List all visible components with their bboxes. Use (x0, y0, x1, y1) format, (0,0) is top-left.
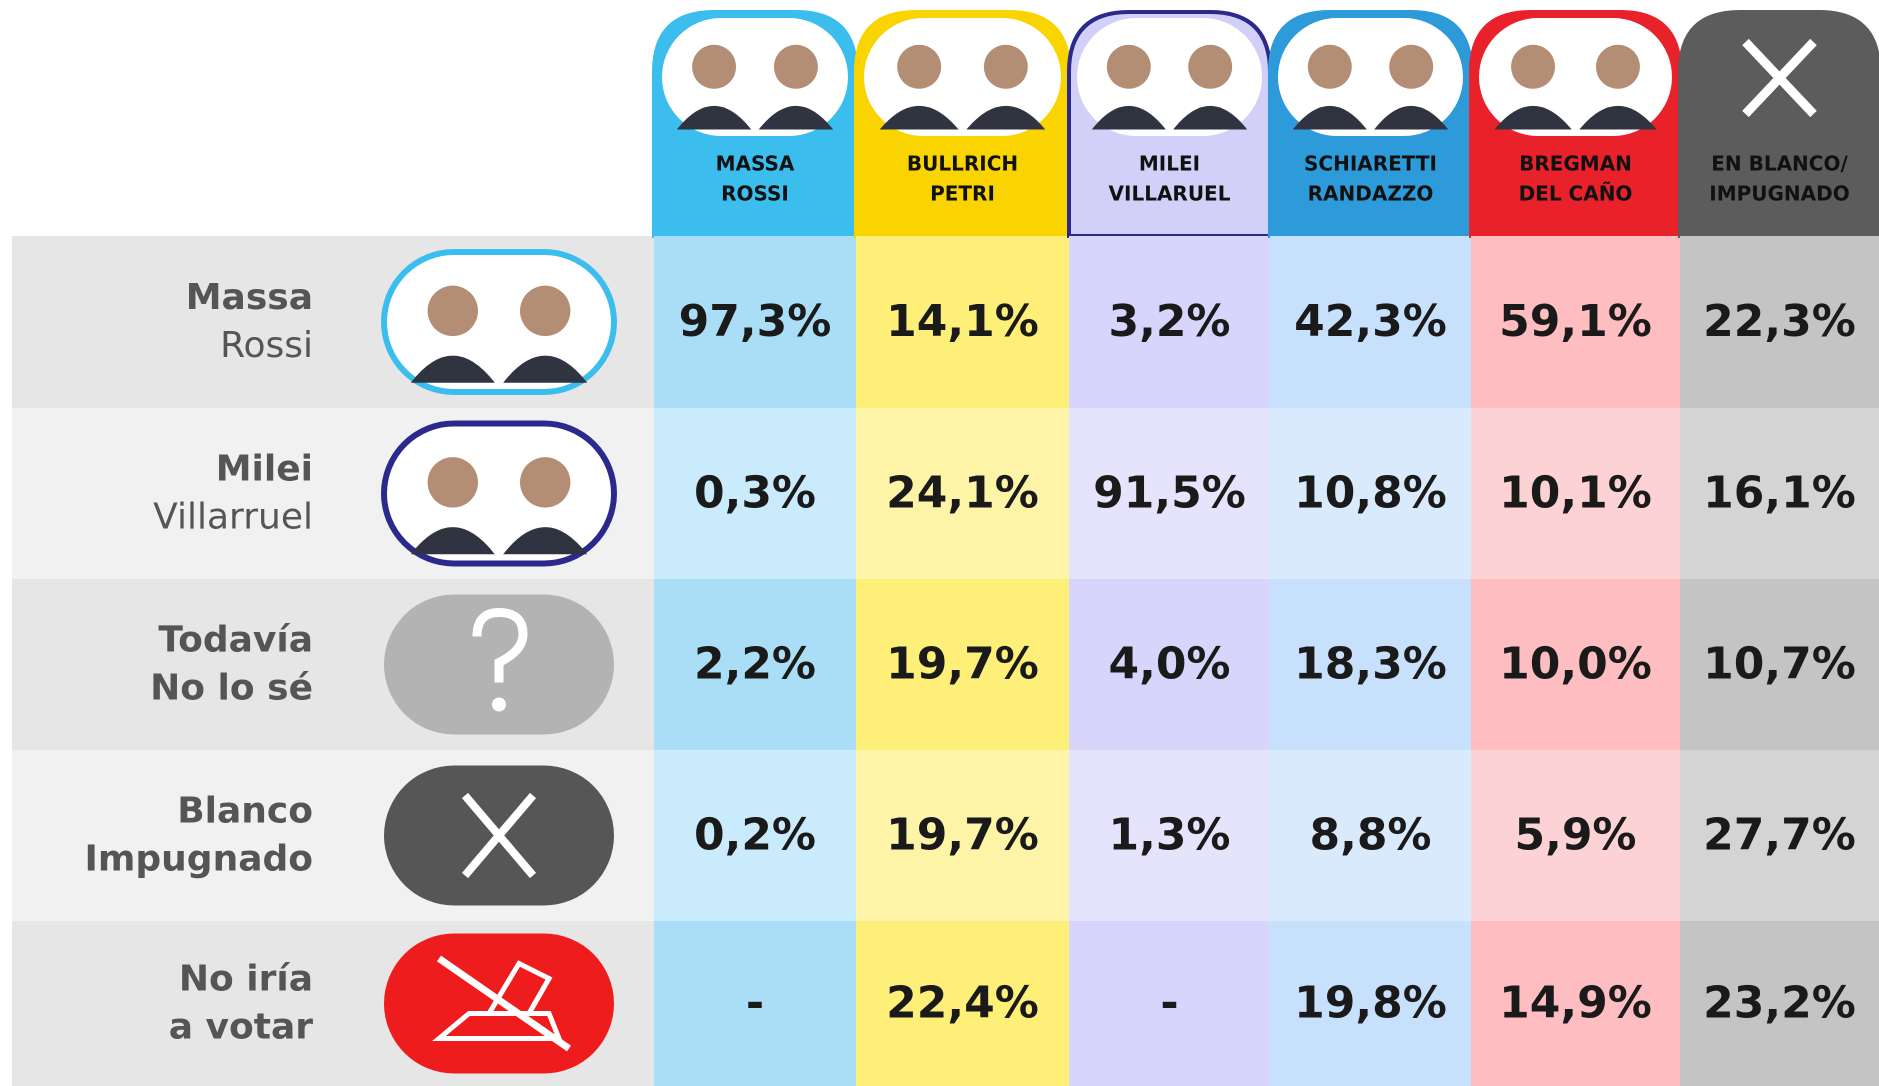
cell-value: 16,1% (1703, 468, 1856, 519)
row-photo (384, 424, 614, 564)
column-header-text: BULLRICH (907, 152, 1018, 176)
cell-value: 5,9% (1514, 810, 1636, 861)
photo-head (897, 45, 941, 89)
cell-value: 19,7% (886, 639, 1039, 690)
column-header: SCHIARETTI RANDAZZO (1270, 12, 1471, 236)
cell-value: 14,9% (1499, 978, 1652, 1029)
column-header: MILEI VILLARUEL (1069, 12, 1270, 236)
row-icon (384, 252, 614, 392)
photo-head (1308, 45, 1352, 89)
cell-value: 0,3% (694, 468, 816, 519)
cell-value: 97,3% (679, 296, 832, 347)
column-header-text: EN BLANCO/ (1711, 152, 1848, 176)
column-header: MASSA ROSSI (654, 12, 856, 236)
column-header: BREGMAN DEL CAÑO (1471, 12, 1680, 236)
row-icon (384, 424, 614, 564)
column-header-text: MILEI (1139, 152, 1200, 176)
cell-value: 27,7% (1703, 810, 1856, 861)
photo-head (1596, 45, 1640, 89)
cell-value: 14,1% (886, 296, 1039, 347)
cell-value: 22,3% (1703, 296, 1856, 347)
row-label: a votar (169, 1007, 314, 1048)
row-label: Todavía (158, 620, 313, 661)
column-header-text: IMPUGNADO (1709, 182, 1849, 206)
cell-value: 59,1% (1499, 296, 1652, 347)
vote-transfer-table: MASSA ROSSI BULLRICH PETRI MILEI VILLARUEL SCH… (0, 0, 1879, 1086)
photo-head (1107, 45, 1151, 89)
row-photo (384, 252, 614, 392)
column-header-text: MASSA (716, 152, 795, 176)
row-label: Rossi (220, 325, 313, 366)
row-label: No lo sé (150, 668, 313, 709)
cell-value: 10,8% (1294, 468, 1447, 519)
row-label: Massa (186, 277, 313, 318)
question-dot (492, 698, 506, 712)
photo-head (1188, 45, 1232, 89)
cell-value: 22,4% (886, 978, 1039, 1029)
cell-value: 0,2% (694, 810, 816, 861)
cell-value: 10,0% (1499, 639, 1652, 690)
row-icon (384, 595, 614, 735)
cell-value: 3,2% (1108, 296, 1230, 347)
cell-value: 1,3% (1108, 810, 1230, 861)
photo-head (520, 457, 570, 507)
cell-value: 24,1% (886, 468, 1039, 519)
cell-value: 8,8% (1309, 810, 1431, 861)
photo-head (1389, 45, 1433, 89)
cell-value: - (746, 978, 764, 1029)
photo-head (520, 286, 570, 336)
cell-value: 10,1% (1499, 468, 1652, 519)
column-header-text: BREGMAN (1519, 152, 1632, 176)
column-header-text: DEL CAÑO (1519, 182, 1633, 206)
photo-head (428, 457, 478, 507)
cell-value: 18,3% (1294, 639, 1447, 690)
row-label: No iría (179, 959, 313, 1000)
cell-value: 19,7% (886, 810, 1039, 861)
column-header-text: SCHIARETTI (1304, 152, 1437, 176)
cell-value: 19,8% (1294, 978, 1447, 1029)
column-header: EN BLANCO/IMPUGNADO (1680, 12, 1879, 236)
column-header-text: VILLARUEL (1109, 182, 1231, 206)
cell-value: 4,0% (1108, 639, 1230, 690)
row-label: Impugnado (85, 839, 314, 880)
row-icon (384, 934, 614, 1074)
photo-head (1511, 45, 1555, 89)
photo-head (428, 286, 478, 336)
row-icon (384, 766, 614, 906)
cell-value: 23,2% (1703, 978, 1856, 1029)
row-label: Milei (216, 449, 313, 490)
cell-value: - (1160, 978, 1178, 1029)
row-label: Villarruel (153, 497, 313, 538)
column-header-text: PETRI (930, 182, 995, 206)
column-header-text: ROSSI (721, 182, 789, 206)
photo-head (692, 45, 736, 89)
cell-value: 91,5% (1093, 468, 1246, 519)
cell-value: 2,2% (694, 639, 816, 690)
photo-head (984, 45, 1028, 89)
photo-head (774, 45, 818, 89)
cell-value: 42,3% (1294, 296, 1447, 347)
cell-value: 10,7% (1703, 639, 1856, 690)
column-header-text: RANDAZZO (1308, 182, 1434, 206)
column-header: BULLRICH PETRI (856, 12, 1069, 236)
row-label: Blanco (177, 791, 313, 832)
